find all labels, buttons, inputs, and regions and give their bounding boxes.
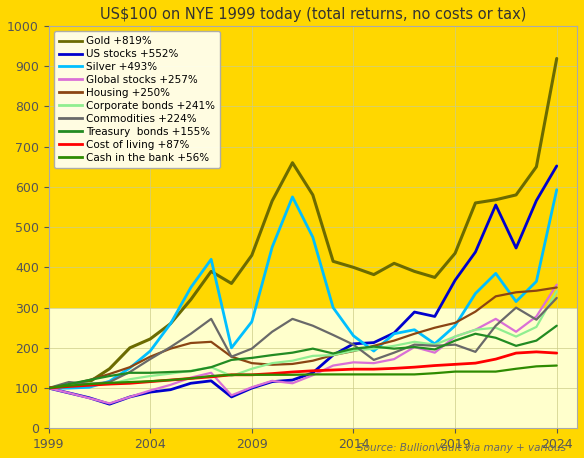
Title: US$100 on NYE 1999 today (total returns, no costs or tax): US$100 on NYE 1999 today (total returns,… <box>100 7 526 22</box>
Legend: Gold +819%, US stocks +552%, Silver +493%, Global stocks +257%, Housing +250%, C: Gold +819%, US stocks +552%, Silver +493… <box>54 31 220 168</box>
Text: Source: BullionVault via many + various: Source: BullionVault via many + various <box>357 443 566 453</box>
Bar <box>48 308 577 428</box>
